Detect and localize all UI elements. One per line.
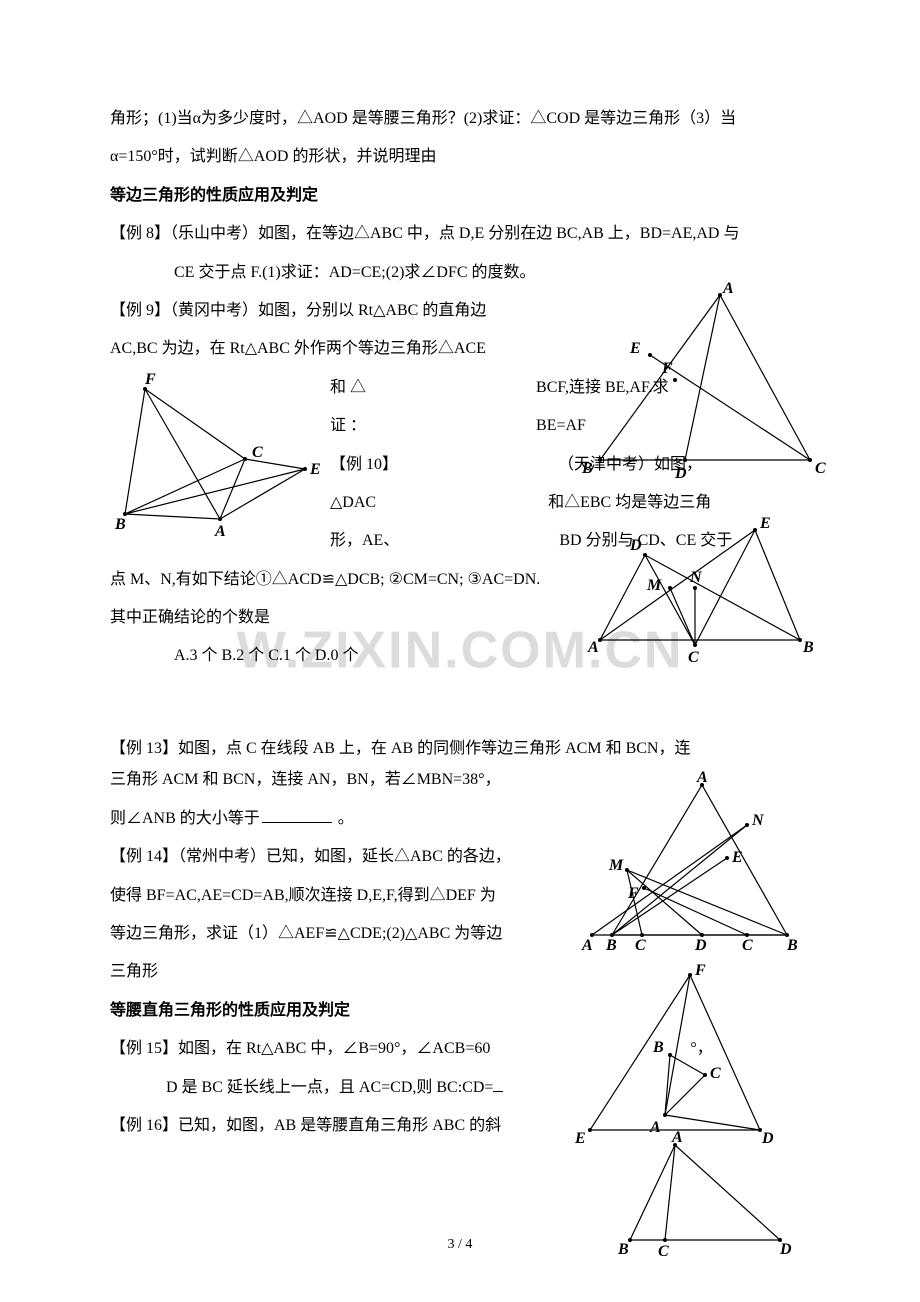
svg-text:F: F	[144, 371, 156, 388]
svg-text:B: B	[652, 1039, 664, 1056]
svg-text:F: F	[694, 962, 706, 979]
ex10-2a: △DAC	[330, 494, 376, 511]
svg-text:B: B	[786, 937, 798, 954]
ex10-2b: 和△EBC 均是等边三角	[548, 494, 711, 511]
svg-text:M: M	[646, 577, 662, 594]
ex13-line-1: 【例 13】如图，点 C 在线段 AB 上，在 AB 的同侧作等边三角形 ACM…	[110, 736, 810, 762]
svg-text:E: E	[759, 515, 771, 532]
ex10-3a: 形，AE、	[330, 532, 399, 549]
svg-text:A: A	[214, 523, 226, 539]
svg-text:C: C	[742, 937, 753, 954]
ex8-line-2: CE 交于点 F.(1)求证：AD=CE;(2)求∠DFC 的度数。	[110, 254, 554, 292]
intro-line-1: 角形；(1)当α为多少度时，△AOD 是等腰三角形？(2)求证：△COD 是等边…	[110, 100, 810, 138]
fig8-svg: A B C D E F	[570, 275, 840, 485]
svg-text:E: E	[731, 849, 743, 866]
fig13-svg: A B C D C B A N E M F	[572, 770, 807, 955]
ex8-line-1: 【例 8】（乐山中考）如图，在等边△ABC 中，点 D,E 分别在边 BC,AB…	[110, 215, 810, 253]
svg-text:A: A	[671, 1130, 683, 1146]
svg-text:A: A	[722, 280, 734, 297]
ex9-4a: 证 ：	[330, 417, 366, 434]
svg-text:F: F	[661, 360, 673, 377]
svg-text:A: A	[696, 770, 708, 786]
svg-text:E: E	[309, 461, 320, 478]
ex9-3a: 和 △	[330, 379, 366, 396]
svg-text:B: B	[114, 516, 126, 533]
svg-text:C: C	[815, 460, 826, 477]
svg-text:E: E	[629, 340, 641, 357]
ex10-1a: 【例 10】	[330, 456, 398, 473]
svg-text:A: A	[581, 937, 593, 954]
fig9-container: F B A C E	[110, 369, 320, 554]
svg-text:D: D	[629, 537, 642, 554]
svg-text:C: C	[688, 649, 699, 665]
svg-text:F: F	[627, 885, 639, 902]
svg-text:B: B	[605, 937, 617, 954]
svg-text:D: D	[694, 937, 707, 954]
svg-text:C: C	[710, 1065, 721, 1082]
svg-text:B: B	[617, 1241, 629, 1258]
svg-text:E: E	[574, 1130, 586, 1147]
fig15-svg: A B C D	[600, 1130, 810, 1260]
svg-text:N: N	[689, 569, 703, 586]
svg-text:M: M	[608, 857, 624, 874]
fig9-svg: F B A C E	[110, 369, 320, 539]
blank-underline	[262, 822, 332, 823]
svg-text:D: D	[674, 465, 687, 482]
svg-text:C: C	[252, 444, 263, 461]
svg-text:C: C	[658, 1243, 669, 1260]
svg-text:D: D	[779, 1241, 792, 1258]
fig10-svg: A B C D E M N	[585, 510, 820, 665]
svg-text:B: B	[581, 460, 593, 477]
svg-text:B: B	[802, 639, 814, 656]
fig14-svg: F E D A B C	[570, 960, 795, 1155]
section-1-title: 等边三角形的性质应用及判定	[110, 177, 810, 215]
intro-line-2: α=150°时，试判断△AOD 的形状，并说明理由	[110, 138, 810, 176]
svg-text:N: N	[751, 812, 765, 829]
svg-text:A: A	[587, 639, 599, 656]
svg-text:C: C	[635, 937, 646, 954]
